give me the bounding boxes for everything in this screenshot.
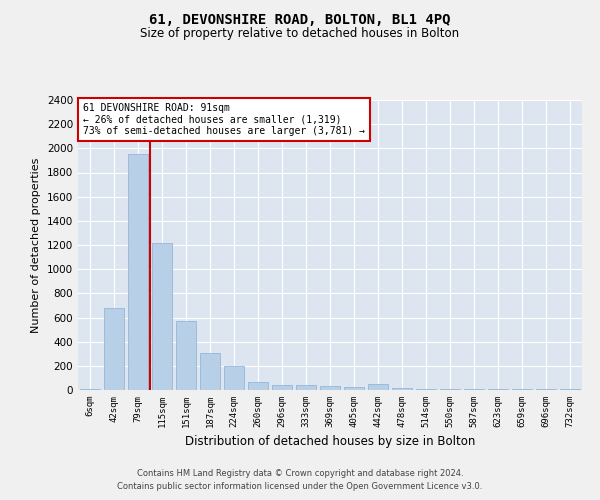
Text: 61 DEVONSHIRE ROAD: 91sqm
← 26% of detached houses are smaller (1,319)
73% of se: 61 DEVONSHIRE ROAD: 91sqm ← 26% of detac… bbox=[83, 103, 365, 136]
Bar bbox=[560, 389, 580, 390]
X-axis label: Distribution of detached houses by size in Bolton: Distribution of detached houses by size … bbox=[185, 436, 475, 448]
Text: Contains HM Land Registry data © Crown copyright and database right 2024.: Contains HM Land Registry data © Crown c… bbox=[137, 468, 463, 477]
Bar bbox=[272, 384, 292, 390]
Bar bbox=[344, 387, 364, 390]
Bar bbox=[440, 389, 460, 390]
Bar bbox=[176, 321, 196, 390]
Text: Size of property relative to detached houses in Bolton: Size of property relative to detached ho… bbox=[140, 28, 460, 40]
Y-axis label: Number of detached properties: Number of detached properties bbox=[31, 158, 41, 332]
Bar bbox=[368, 384, 388, 390]
Bar bbox=[416, 389, 436, 390]
Bar bbox=[80, 389, 100, 390]
Bar bbox=[128, 154, 148, 390]
Bar bbox=[224, 366, 244, 390]
Bar bbox=[104, 308, 124, 390]
Bar bbox=[200, 353, 220, 390]
Bar bbox=[392, 388, 412, 390]
Text: Contains public sector information licensed under the Open Government Licence v3: Contains public sector information licen… bbox=[118, 482, 482, 491]
Bar bbox=[296, 384, 316, 390]
Bar bbox=[248, 382, 268, 390]
Bar bbox=[320, 386, 340, 390]
Bar bbox=[536, 389, 556, 390]
Text: 61, DEVONSHIRE ROAD, BOLTON, BL1 4PQ: 61, DEVONSHIRE ROAD, BOLTON, BL1 4PQ bbox=[149, 12, 451, 26]
Bar bbox=[152, 242, 172, 390]
